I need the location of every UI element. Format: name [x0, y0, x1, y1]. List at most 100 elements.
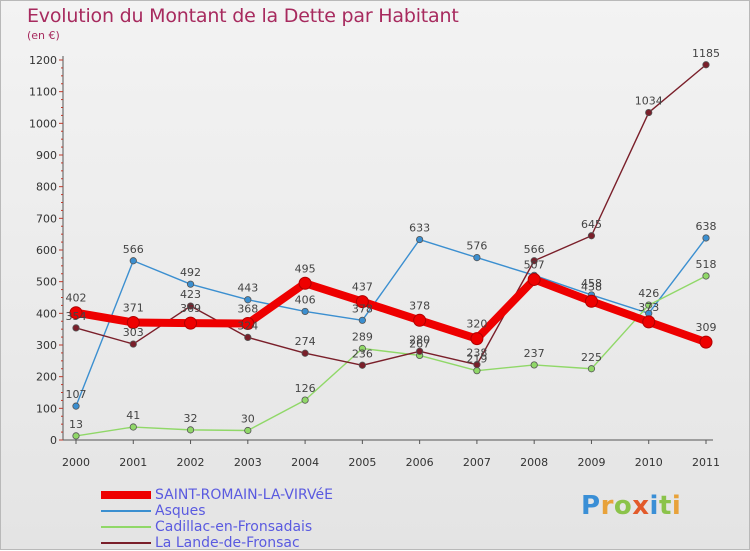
data-label: 13 [69, 418, 83, 431]
data-point [72, 432, 80, 440]
data-point [702, 61, 710, 69]
x-tick-label: 2002 [177, 456, 205, 469]
data-point [186, 280, 195, 288]
data-label: 303 [123, 326, 144, 339]
data-label: 107 [66, 388, 87, 401]
x-tick-label: 2007 [463, 456, 491, 469]
data-point [69, 306, 83, 320]
data-point [301, 307, 309, 316]
data-label: 30 [241, 413, 255, 426]
data-point [470, 332, 484, 346]
series-line [75, 275, 707, 437]
y-tick-label: 500 [36, 276, 57, 289]
y-tick-label: 800 [36, 181, 57, 194]
data-label: 437 [352, 281, 373, 294]
data-label: 638 [696, 220, 717, 233]
y-tick-label: 400 [36, 307, 57, 320]
data-label: 633 [409, 222, 430, 235]
data-label: 458 [581, 277, 602, 290]
data-label: 492 [180, 266, 201, 279]
data-point [244, 333, 252, 341]
x-tick-label: 2008 [520, 456, 548, 469]
data-label: 495 [295, 262, 316, 275]
data-label: 378 [352, 302, 373, 315]
series-line [75, 64, 707, 366]
legend-swatch [101, 510, 151, 512]
legend-label: Cadillac-en-Fronsadais [155, 519, 313, 535]
data-label: 354 [66, 310, 87, 323]
data-point [241, 316, 255, 330]
data-label: 566 [123, 243, 144, 256]
axes: 0 100 200 300 400 500 600 700 800 900 1000 1100 1200… [29, 54, 720, 469]
data-point [358, 316, 366, 324]
data-label: 423 [180, 288, 201, 301]
x-tick-label: 2009 [577, 456, 605, 469]
data-point [584, 294, 598, 308]
data-label: 219 [466, 353, 487, 366]
data-point [301, 396, 309, 404]
chart-subtitle: (en €) [27, 29, 60, 42]
data-label: 378 [409, 299, 430, 312]
x-tick-label: 2001 [119, 456, 147, 469]
x-tick-label: 2004 [291, 456, 319, 469]
data-label: 289 [352, 330, 373, 343]
data-point [358, 361, 366, 369]
data-point [129, 340, 137, 348]
data-point [702, 234, 710, 242]
data-point [298, 276, 312, 290]
data-label: 1034 [635, 95, 663, 108]
data-point [527, 272, 541, 286]
data-point [530, 257, 538, 265]
data-label: 236 [352, 347, 373, 360]
data-point [645, 301, 653, 309]
y-tick-label: 900 [36, 149, 57, 162]
data-point [473, 367, 481, 375]
y-tick-label: 700 [36, 212, 57, 225]
data-point [186, 302, 195, 310]
data-point [244, 426, 252, 435]
data-label: 369 [180, 302, 201, 315]
x-tick-label: 2000 [62, 456, 90, 469]
data-point [72, 402, 80, 410]
data-point [129, 257, 137, 265]
data-point [184, 316, 198, 330]
data-point [702, 272, 710, 280]
data-label: 237 [524, 347, 545, 360]
proxiti-logo: Proxiti [581, 491, 682, 521]
y-tick-label: 300 [36, 339, 57, 352]
legend-label: Asques [155, 503, 206, 519]
data-label: 280 [409, 333, 430, 346]
x-tick-label: 2003 [234, 456, 262, 469]
data-point [129, 423, 137, 431]
series-asques [72, 234, 710, 410]
data-point [301, 349, 309, 357]
data-label: 406 [295, 293, 316, 306]
legend-label: SAINT-ROMAIN-LA-VIRVéE [155, 487, 333, 503]
legend-swatch [101, 542, 151, 544]
data-point [530, 361, 538, 369]
data-label: 324 [237, 319, 258, 332]
series-saint-romain-la-virv-e [69, 272, 713, 349]
x-tick-label: 2010 [635, 456, 663, 469]
data-label: 368 [237, 302, 258, 315]
x-tick-label: 2006 [406, 456, 434, 469]
data-label: 438 [581, 280, 602, 293]
legend-label: La Lande-de-Fronsac [155, 535, 300, 551]
data-point [473, 361, 481, 369]
data-label: 645 [581, 218, 602, 231]
data-point [587, 232, 596, 240]
data-point [587, 365, 596, 373]
y-tick-label: 1100 [29, 86, 57, 99]
data-point [413, 313, 427, 327]
data-label: 402 [66, 292, 87, 305]
data-label: 518 [696, 258, 717, 271]
data-label: 371 [123, 302, 144, 315]
series-line [75, 237, 707, 407]
data-label: 373 [638, 301, 659, 314]
data-label: 507 [524, 258, 545, 271]
data-label: 267 [409, 337, 430, 350]
data-point [186, 426, 195, 434]
data-label: 126 [295, 382, 316, 395]
